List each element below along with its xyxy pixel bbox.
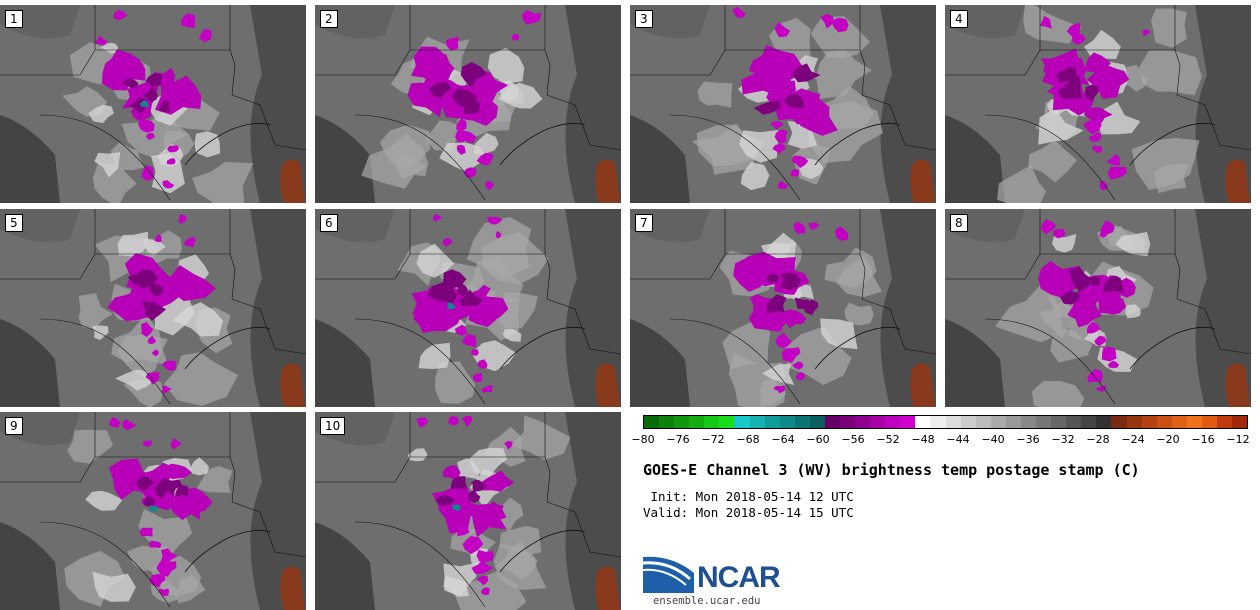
colorbar-tick-label: −56 [841, 433, 865, 446]
valid-time: Valid: Mon 2018-05-14 15 UTC [643, 505, 854, 520]
site-url: ensemble.ucar.edu [653, 595, 761, 607]
colorbar-swatch [945, 416, 961, 428]
colorbar-swatch [1081, 416, 1097, 428]
colorbar-swatch [734, 416, 750, 428]
colorbar-swatch [1186, 416, 1202, 428]
colorbar-tick-label: −24 [1121, 433, 1145, 446]
stamp-number-label: 6 [320, 214, 338, 232]
colorbar-swatch [779, 416, 795, 428]
colorbar-swatch [809, 416, 825, 428]
colorbar-tick-label: −44 [946, 433, 970, 446]
colorbar-swatch [960, 416, 976, 428]
colorbar-swatch [1111, 416, 1127, 428]
colorbar-swatch [1156, 416, 1172, 428]
stamp-panel-4: 4 [945, 5, 1251, 203]
colorbar-swatch [900, 416, 916, 428]
colorbar-swatch [644, 416, 660, 428]
colorbar-swatch [990, 416, 1006, 428]
colorbar-tick-label: −76 [666, 433, 690, 446]
colorbar-swatch [689, 416, 705, 428]
colorbar-swatch [1232, 416, 1248, 428]
colorbar-swatch [764, 416, 780, 428]
stamp-number-label: 1 [5, 10, 23, 28]
colorbar-swatch [1216, 416, 1233, 428]
stamp-number-label: 10 [320, 417, 346, 435]
stamp-number-label: 8 [950, 214, 968, 232]
colorbar-swatch [930, 416, 946, 428]
colorbar-swatch [870, 416, 886, 428]
stamp-number-label: 9 [5, 417, 23, 435]
stamp-panel-1: 1 [0, 5, 306, 203]
colorbar-swatch [1036, 416, 1052, 428]
colorbar-tick-label: −36 [1016, 433, 1040, 446]
colorbar-swatch [855, 416, 871, 428]
stamp-number-label: 5 [5, 214, 23, 232]
stamp-panel-8: 8 [945, 209, 1251, 407]
colorbar-tick-label: −68 [736, 433, 760, 446]
colorbar-tick-label: −52 [876, 433, 900, 446]
ncar-logo-text: NCAR [697, 561, 781, 594]
colorbar-swatch [674, 416, 690, 428]
colorbar-swatch [840, 416, 856, 428]
colorbar-tick-label: −48 [911, 433, 935, 446]
stamp-panel-5: 5 [0, 209, 306, 407]
stamp-panel-10: 10 [315, 412, 621, 610]
stamp-number-label: 3 [635, 10, 653, 28]
colorbar [643, 415, 1248, 429]
colorbar-swatch [1051, 416, 1067, 428]
colorbar-swatch [1096, 416, 1112, 428]
plot-title: GOES-E Channel 3 (WV) brightness temp po… [643, 461, 1140, 479]
colorbar-swatch [719, 416, 735, 428]
stamp-panel-7: 7 [630, 209, 936, 407]
colorbar-tick-label: −32 [1051, 433, 1075, 446]
colorbar-tick-label: −20 [1156, 433, 1180, 446]
colorbar-swatch [704, 416, 720, 428]
colorbar-swatch [659, 416, 675, 428]
stamp-number-label: 2 [320, 10, 338, 28]
ncar-logo-icon [642, 556, 694, 593]
colorbar-tick-label: −28 [1086, 433, 1110, 446]
stamp-panel-9: 9 [0, 412, 306, 610]
colorbar-tick-label: −16 [1191, 433, 1215, 446]
colorbar-swatch [794, 416, 810, 428]
colorbar-swatch [1141, 416, 1157, 428]
colorbar-tick-label: −72 [701, 433, 725, 446]
colorbar-swatch [915, 416, 931, 428]
colorbar-swatch [749, 416, 765, 428]
colorbar-swatch [1201, 416, 1217, 428]
colorbar-swatch [975, 416, 991, 428]
init-time: Init: Mon 2018-05-14 12 UTC [643, 489, 854, 504]
colorbar-swatch [1126, 416, 1142, 428]
colorbar-ticks: −80 −76 −72 −68 −64 −60 −56 −52 −48 −44 −40 −36 −32−… [630, 433, 1260, 447]
colorbar-swatch [824, 416, 841, 428]
colorbar-tick-label: −60 [806, 433, 830, 446]
stamp-panel-2: 2 [315, 5, 621, 203]
colorbar-swatch [1066, 416, 1082, 428]
colorbar-swatch [1005, 416, 1021, 428]
colorbar-tick-label: −64 [771, 433, 795, 446]
colorbar-tick-label: −12 [1226, 433, 1250, 446]
stamp-number-label: 4 [950, 10, 968, 28]
stamp-panel-3: 3 [630, 5, 936, 203]
colorbar-swatch [885, 416, 901, 428]
colorbar-swatch [1020, 416, 1037, 428]
colorbar-tick-label: −80 [631, 433, 655, 446]
colorbar-swatch [1171, 416, 1187, 428]
colorbar-tick-label: −40 [981, 433, 1005, 446]
stamp-number-label: 7 [635, 214, 653, 232]
stamp-panel-6: 6 [315, 209, 621, 407]
